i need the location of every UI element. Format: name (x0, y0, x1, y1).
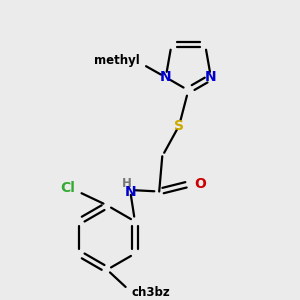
Text: S: S (174, 118, 184, 133)
Text: H: H (122, 177, 132, 190)
Text: ch3bz: ch3bz (132, 286, 170, 299)
Text: Cl: Cl (60, 182, 75, 196)
Text: N: N (205, 70, 217, 84)
Text: N: N (124, 184, 136, 199)
Text: N: N (160, 70, 172, 84)
Text: methyl: methyl (94, 54, 140, 67)
Text: O: O (194, 177, 206, 191)
